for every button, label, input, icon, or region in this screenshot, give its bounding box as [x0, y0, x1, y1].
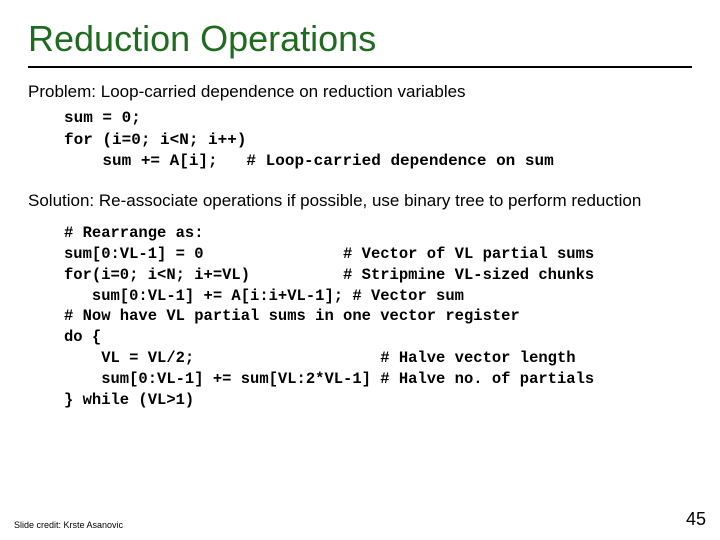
page-number: 45	[686, 509, 706, 530]
title-underline	[28, 66, 692, 68]
code-line: sum += A[i]; # Loop-carried dependence o…	[64, 152, 554, 170]
code-line: # Rearrange as:	[64, 224, 204, 242]
code-block-problem: sum = 0; for (i=0; i<N; i++) sum += A[i]…	[64, 108, 692, 173]
code-line: sum = 0;	[64, 109, 141, 127]
code-line: sum[0:VL-1] = 0 # Vector of VL partial s…	[64, 245, 594, 263]
code-line: for (i=0; i<N; i++)	[64, 131, 246, 149]
code-line: sum[0:VL-1] += sum[VL:2*VL-1] # Halve no…	[64, 370, 594, 388]
code-line: # Now have VL partial sums in one vector…	[64, 307, 520, 325]
slide-title: Reduction Operations	[28, 18, 692, 60]
code-line: sum[0:VL-1] += A[i:i+VL-1]; # Vector sum	[64, 287, 464, 305]
code-line: } while (VL>1)	[64, 391, 194, 409]
slide-footer: Slide credit: Krste Asanovic 45	[14, 509, 706, 530]
code-line: do {	[64, 328, 101, 346]
code-block-solution: # Rearrange as: sum[0:VL-1] = 0 # Vector…	[64, 223, 692, 411]
problem-statement: Problem: Loop-carried dependence on redu…	[28, 82, 692, 102]
slide-credit: Slide credit: Krste Asanovic	[14, 520, 123, 530]
solution-statement: Solution: Re-associate operations if pos…	[28, 191, 692, 211]
code-line: for(i=0; i<N; i+=VL) # Stripmine VL-size…	[64, 266, 594, 284]
code-line: VL = VL/2; # Halve vector length	[64, 349, 576, 367]
